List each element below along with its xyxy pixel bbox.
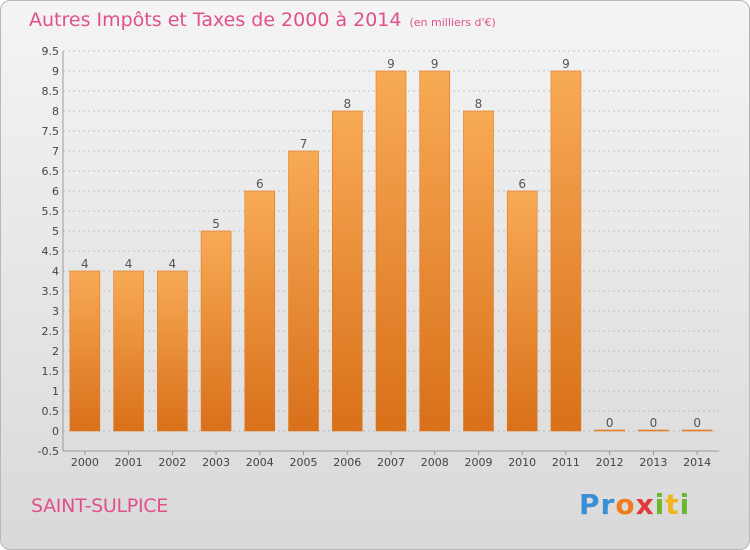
data-label-2008: 9: [431, 57, 439, 71]
y-tick-label-6: 6.5: [42, 165, 60, 178]
y-tick-label-12: 3.5: [42, 285, 60, 298]
data-label-2002: 4: [169, 257, 177, 271]
y-tick-label-11: 4: [52, 265, 59, 278]
bar-2005: [288, 150, 319, 432]
y-tick-label-2: 8.5: [42, 85, 60, 98]
bar-2012: [594, 429, 625, 432]
y-tick-label-20: -0.5: [38, 445, 59, 458]
y-tick-label-1: 9: [52, 65, 59, 78]
x-tick-label-2001: 2001: [115, 456, 143, 469]
bar-2007: [375, 70, 407, 432]
logo-letter: i: [679, 488, 691, 521]
logo-letter: x: [635, 488, 655, 521]
data-label-2011: 9: [562, 57, 570, 71]
x-tick-label-2004: 2004: [246, 456, 274, 469]
x-tick-label-2012: 2012: [596, 456, 624, 469]
data-label-2010: 6: [518, 177, 526, 191]
proxiti-logo[interactable]: Proxiti: [579, 488, 690, 521]
data-label-2013: 0: [650, 416, 658, 430]
x-tick-label-2009: 2009: [464, 456, 492, 469]
logo-letter: t: [665, 488, 680, 521]
data-label-2009: 8: [475, 97, 483, 111]
x-tick-label-2013: 2013: [639, 456, 667, 469]
x-tick-label-2002: 2002: [158, 456, 186, 469]
bars: [69, 70, 713, 432]
bar-2010: [506, 190, 538, 432]
data-label-2006: 8: [343, 97, 351, 111]
x-tick-label-2007: 2007: [377, 456, 405, 469]
data-label-2014: 0: [693, 416, 701, 430]
bar-2011: [550, 70, 582, 432]
x-tick-label-2010: 2010: [508, 456, 536, 469]
data-label-2001: 4: [125, 257, 133, 271]
logo-letter: P: [579, 488, 601, 521]
y-tick-label-19: 0: [52, 425, 59, 438]
y-tick-label-7: 6: [52, 185, 59, 198]
x-tick-label-2008: 2008: [421, 456, 449, 469]
x-tick-label-2005: 2005: [290, 456, 318, 469]
bar-2008: [419, 70, 451, 432]
y-tick-label-10: 4.5: [42, 245, 60, 258]
data-label-2000: 4: [81, 257, 89, 271]
x-axis-ticks: 2000 2001 2002 2003 2004 2005 2006 2007 2008 2009…: [71, 451, 711, 469]
y-tick-label-5: 7: [52, 145, 59, 158]
chart-title: Autres Impôts et Taxes de 2000 à 2014 (en…: [29, 9, 496, 31]
x-tick-label-2003: 2003: [202, 456, 230, 469]
bar-2004: [244, 190, 276, 432]
x-tick-label-2014: 2014: [683, 456, 711, 469]
unit-note: (en milliers d'€): [409, 16, 496, 29]
x-tick-label-2011: 2011: [552, 456, 580, 469]
x-tick-label-2006: 2006: [333, 456, 361, 469]
y-tick-label-16: 1.5: [42, 365, 60, 378]
title-text: Autres Impôts et Taxes de 2000 à 2014: [29, 9, 402, 31]
y-tick-label-13: 3: [52, 305, 59, 318]
bar-2006: [331, 110, 363, 432]
logo-letter: i: [654, 488, 666, 521]
data-label-2007: 9: [387, 57, 395, 71]
y-tick-label-14: 2.5: [42, 325, 60, 338]
bar-2001: [113, 270, 144, 432]
data-label-2003: 5: [212, 217, 220, 231]
y-tick-label-0: 9.5: [42, 45, 60, 58]
data-label-2012: 0: [606, 416, 614, 430]
y-tick-label-4: 7.5: [42, 125, 60, 138]
bar-2013: [638, 429, 669, 432]
bar-2009: [463, 110, 494, 432]
data-label-2004: 6: [256, 177, 264, 191]
commune-name: SAINT-SULPICE: [31, 495, 168, 517]
x-tick-label-2000: 2000: [71, 456, 99, 469]
bar-2000: [69, 270, 101, 432]
data-label-2005: 7: [300, 137, 308, 151]
y-tick-label-3: 8: [52, 105, 59, 118]
logo-letter: r: [600, 488, 616, 521]
y-tick-label-9: 5: [52, 225, 59, 238]
y-tick-label-18: 0.5: [42, 405, 60, 418]
logo-letter: o: [615, 488, 636, 521]
bar-2003: [200, 230, 232, 432]
y-axis-ticks: 9.5 9 8.5 8 7.5 7 6.5 6 5.5 5 4.5 4 3.5 3 2.5 2 1.5 1 0.5 0…: [38, 45, 59, 458]
bar-2002: [157, 270, 188, 432]
data-labels: 4 4 4 5 6 7 8 9 9 8 6 9 0 0 0: [81, 57, 701, 430]
y-tick-label-17: 1: [52, 385, 59, 398]
y-tick-label-15: 2: [52, 345, 59, 358]
y-tick-label-8: 5.5: [42, 205, 60, 218]
bar-2014: [681, 429, 713, 432]
